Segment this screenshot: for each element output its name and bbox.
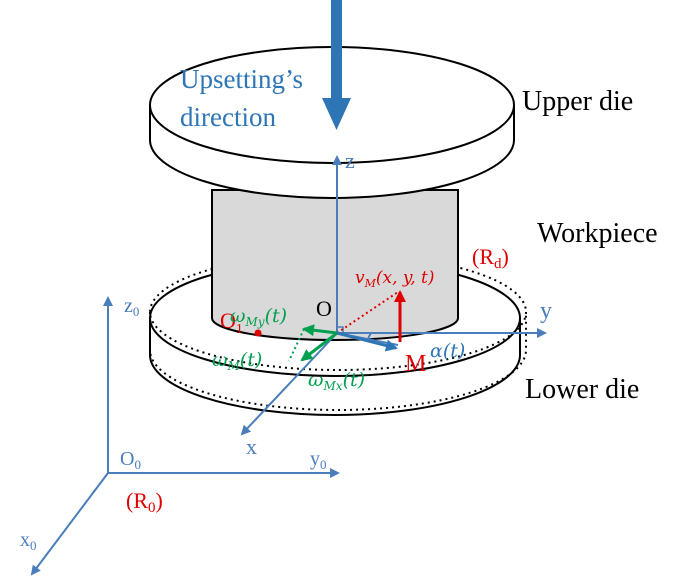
frame-rd-label: (Rd) (472, 244, 509, 272)
alpha-label: α(t) (430, 340, 465, 362)
frame-r0-label: (R0) (126, 488, 163, 516)
upsetting-label-line2: direction (180, 102, 276, 132)
svg-text:O0: O0 (120, 448, 141, 472)
svg-text:z0: z0 (124, 295, 139, 319)
svg-text:O1: O1 (220, 308, 243, 337)
omega-my-label: ωMy(t) (230, 305, 287, 329)
svg-text:(Rd): (Rd) (472, 244, 509, 272)
svg-text:y0: y0 (310, 448, 327, 472)
origin-o0-label: O0 (120, 448, 141, 472)
axis-z-label: z (345, 148, 355, 173)
origin-o-label: O (316, 296, 332, 321)
svg-text:ωMy(t): ωMy(t) (230, 305, 287, 329)
axis-y-label: y (540, 298, 552, 324)
frame-r0-axes (30, 296, 340, 576)
right-angle-mark (337, 326, 344, 333)
velocity-label: vM(x, y, t) (355, 268, 435, 290)
svg-text:x0: x0 (20, 529, 37, 553)
upsetting-label-line1: Upsetting’s (180, 64, 303, 94)
velocity-vector (336, 290, 406, 342)
svg-text:vM(x, y, t): vM(x, y, t) (355, 268, 435, 290)
svg-text:(R0): (R0) (126, 488, 163, 516)
upsetting-arrow (322, 0, 351, 130)
lower-die-rotated-dotted (149, 253, 527, 411)
o1-point (254, 329, 262, 337)
axis-x-label: x (246, 434, 257, 459)
rotation-vectors (288, 324, 338, 362)
svg-text:ωMx(t): ωMx(t) (308, 369, 365, 393)
workpiece-label: Workpiece (537, 218, 658, 249)
omega-m-label: ωM(t) (212, 349, 262, 373)
axis-z0-label: z0 (124, 295, 139, 319)
omega-mx-label: ωMx(t) (308, 369, 365, 393)
upper-die-label: Upper die (522, 86, 633, 117)
o1-label: O1 (220, 308, 243, 337)
workpiece-shape (211, 189, 459, 341)
frame-rd-axes (240, 155, 547, 436)
point-m-label: M (405, 351, 426, 377)
lower-die-label: Lower die (525, 374, 639, 405)
svg-text:ωM(t): ωM(t) (212, 349, 262, 373)
axis-x0-label: x0 (20, 529, 37, 553)
m-direction-arrow (336, 331, 398, 352)
axis-y0-label: y0 (310, 448, 327, 472)
